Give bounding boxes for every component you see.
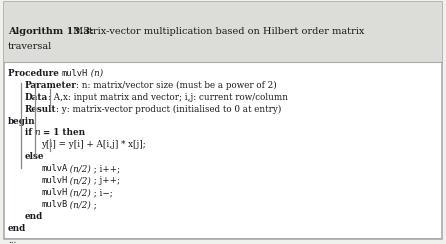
Text: else: else [25, 152, 44, 161]
Text: if: if [25, 129, 34, 137]
Text: ; i++;: ; i++; [91, 164, 120, 173]
Text: = 1 then: = 1 then [40, 129, 85, 137]
Text: : y: matrix-vector product (initialised to 0 at entry): : y: matrix-vector product (initialised … [56, 104, 281, 114]
Text: Data: Data [25, 93, 48, 102]
Text: begin: begin [8, 117, 36, 125]
Text: (n): (n) [88, 69, 103, 78]
Text: (n/2): (n/2) [67, 164, 91, 173]
Text: mulvH: mulvH [62, 69, 88, 78]
Text: (n/2): (n/2) [67, 200, 91, 209]
Text: Result: Result [25, 105, 56, 113]
Text: : n: matrix/vector size (must be a power of 2): : n: matrix/vector size (must be a power… [76, 81, 277, 90]
Text: mulvH: mulvH [41, 188, 67, 197]
Text: ; i−;: ; i−; [91, 188, 113, 197]
FancyBboxPatch shape [4, 2, 442, 62]
Text: (n/2): (n/2) [67, 176, 91, 185]
Text: mulvB: mulvB [41, 200, 67, 209]
Text: y[i] = y[i] + A[i,j] * x[j];: y[i] = y[i] + A[i,j] * x[j]; [41, 141, 146, 149]
Text: ; j++;: ; j++; [91, 176, 120, 185]
Text: Matrix-vector multiplication based on Hilbert order matrix: Matrix-vector multiplication based on Hi… [70, 27, 364, 36]
Text: : A,x: input matrix and vector; i,j: current row/column: : A,x: input matrix and vector; i,j: cur… [48, 93, 288, 102]
Text: Procedure: Procedure [8, 69, 62, 78]
Text: end: end [8, 224, 26, 233]
Text: mulvA: mulvA [41, 164, 67, 173]
Text: Algorithm 13.3:: Algorithm 13.3: [8, 27, 94, 36]
Text: ...: ... [8, 236, 16, 244]
FancyBboxPatch shape [4, 2, 442, 239]
Text: ;: ; [91, 200, 97, 209]
Text: (n/2): (n/2) [67, 188, 91, 197]
Text: Parameter: Parameter [25, 81, 76, 90]
Text: mulvH: mulvH [41, 176, 67, 185]
Text: n: n [34, 129, 40, 137]
Text: traversal: traversal [8, 42, 52, 51]
Text: end: end [25, 212, 43, 221]
